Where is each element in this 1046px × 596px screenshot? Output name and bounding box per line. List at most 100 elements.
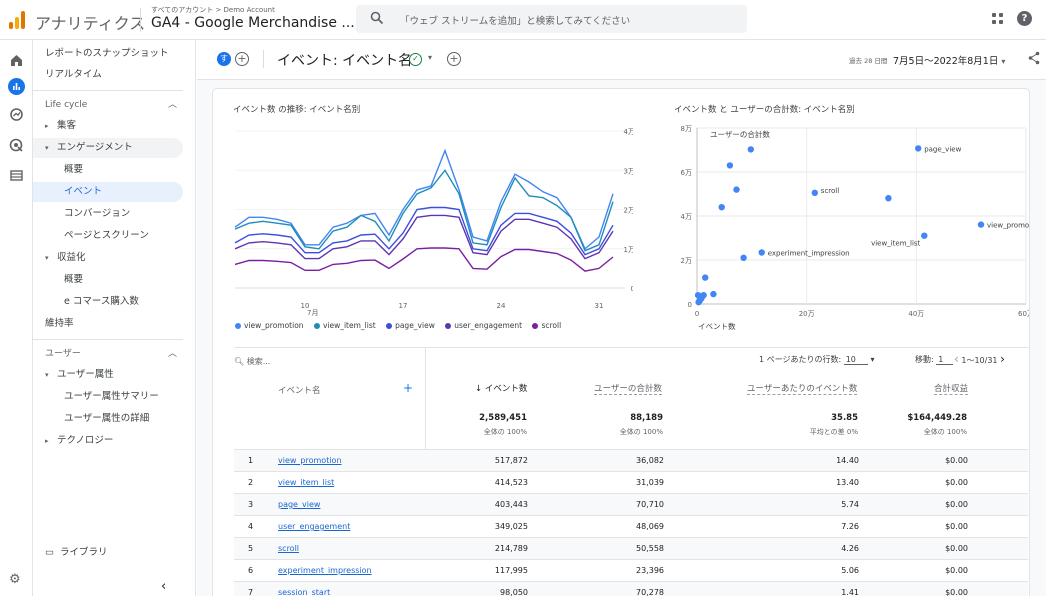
col-header-events-per-user[interactable]: ユーザーあたりのイベント数 <box>747 384 858 395</box>
sidebar-item-monetization[interactable]: ▾ 収益化 <box>33 248 183 268</box>
series-line-view_promotion[interactable] <box>234 148 614 250</box>
table-row[interactable]: 7 session_start 98,050 70,278 1.41 $0.00 <box>234 581 1028 596</box>
event-name-link[interactable]: page_view <box>278 500 321 509</box>
scatter-point[interactable] <box>694 292 702 299</box>
legend-item[interactable]: page_view <box>386 321 435 330</box>
table-row[interactable]: 4 user_engagement 349,025 48,069 7.26 $0.00 <box>234 515 1028 537</box>
sidebar-item-realtime[interactable]: リアルタイム <box>45 69 102 80</box>
table-row[interactable]: 6 experiment_impression 117,995 23,396 5.06 $… <box>234 559 1028 581</box>
cell-total-revenue: $0.00 <box>945 522 968 531</box>
sidebar-item-snapshot[interactable]: レポートのスナップショット <box>45 48 169 59</box>
series-line-page_view[interactable] <box>234 206 614 256</box>
event-name-link[interactable]: scroll <box>278 544 300 553</box>
col-header-total-revenue[interactable]: 合計収益 <box>934 384 969 395</box>
y-tick-label: 3万 <box>624 167 633 175</box>
sidebar-item-engagement[interactable]: ▾ エンゲージメント <box>33 138 183 158</box>
table-row[interactable]: 1 view_promotion 517,872 36,082 14.40 $0.00 <box>234 449 1028 471</box>
sidebar-item-engagement-overview[interactable]: 概要 <box>64 164 84 175</box>
sidebar-item-pages-screens[interactable]: ページとスクリーン <box>64 230 149 241</box>
lifecycle-header[interactable]: Life cycle ︿ <box>33 95 183 115</box>
series-line-user_engagement[interactable] <box>234 214 614 260</box>
x-axis-month-label: 7月 <box>307 309 319 317</box>
sidebar-item-demographics[interactable]: ▾ ユーザー属性 <box>33 365 183 385</box>
add-dimension-icon[interactable]: + <box>403 381 414 395</box>
user-header[interactable]: ユーザー ︿ <box>33 344 183 364</box>
sidebar-item-demographics-summary[interactable]: ユーザー属性サマリー <box>64 391 159 402</box>
goto-input[interactable]: 1 <box>936 355 954 365</box>
rows-per-page-select[interactable]: 10 <box>843 355 868 365</box>
scatter-point[interactable] <box>733 186 740 193</box>
check-circle-icon[interactable]: ✓ <box>409 53 422 66</box>
scatter-point[interactable] <box>921 232 928 239</box>
property-selector[interactable]: GA4 - Google Merchandise ...▼ <box>151 15 368 31</box>
date-range-picker[interactable]: 7月5日～2022年8月1日 ▾ <box>893 53 1005 67</box>
prev-page-icon[interactable]: ‹ <box>954 352 959 366</box>
legend-item[interactable]: view_item_list <box>313 321 376 330</box>
legend-item[interactable]: view_promotion <box>235 321 304 330</box>
total-event-count-sub: 全体の 100% <box>483 428 527 436</box>
add-dimension-button[interactable]: + <box>447 52 461 66</box>
event-name-link[interactable]: view_promotion <box>278 456 342 465</box>
advertising-icon[interactable] <box>8 137 25 154</box>
event-name-link[interactable]: view_item_list <box>278 478 335 487</box>
sidebar-item-demographics-detail[interactable]: ユーザー属性の詳細 <box>64 413 150 424</box>
sidebar-item-monetization-overview[interactable]: 概要 <box>64 274 84 285</box>
scatter-chart[interactable]: view_promoview_item_listpage_viewscrolle… <box>213 89 1029 339</box>
series-line-scroll[interactable] <box>234 247 614 272</box>
table-search[interactable]: 🔍︎ 検索... <box>234 356 270 367</box>
line-chart[interactable]: 4万 3万 2万 1万 0 10 17 24 31 <box>213 89 633 319</box>
analytics-logo[interactable] <box>9 11 25 29</box>
sidebar-item-conversions[interactable]: コンバージョン <box>64 208 131 219</box>
scatter-point[interactable] <box>726 162 734 169</box>
sidebar-item-technology[interactable]: ▸ テクノロジー <box>33 431 183 451</box>
col-header-event-count[interactable]: ↓ イベント数 <box>475 384 528 394</box>
scatter-point[interactable] <box>710 290 717 298</box>
event-name-link[interactable]: experiment_impression <box>278 566 372 575</box>
legend-item[interactable]: user_engagement <box>445 321 522 330</box>
list-icon[interactable] <box>8 167 25 184</box>
scatter-point[interactable] <box>811 189 818 196</box>
caret-down-icon[interactable]: ▾ <box>428 53 433 62</box>
account-breadcrumb[interactable]: すべてのアカウント > Demo Account <box>151 6 275 14</box>
scatter-point[interactable] <box>702 274 709 281</box>
reports-icon[interactable] <box>8 78 25 95</box>
col-header-event-name[interactable]: イベント名 <box>278 386 321 396</box>
event-name-link[interactable]: session_start <box>278 588 331 596</box>
scatter-point[interactable] <box>758 249 765 256</box>
table-row[interactable]: 2 view_item_list 414,523 31,039 13.40 $0.00 <box>234 471 1028 493</box>
search-box[interactable]: 「ウェブ ストリームを追加」と検索してみてください <box>356 5 747 33</box>
scatter-point[interactable] <box>977 221 985 228</box>
add-comparison-button[interactable]: + <box>235 52 249 66</box>
collapse-sidebar-button[interactable]: ‹ <box>161 579 167 594</box>
explore-icon[interactable] <box>8 106 25 123</box>
home-icon[interactable] <box>8 52 25 69</box>
goto-page[interactable]: 移動: 1 <box>915 354 954 365</box>
sidebar-item-ecommerce[interactable]: e コマース購入数 <box>64 296 139 307</box>
rows-per-page[interactable]: 1 ページあたりの行数: 10 ▾ <box>759 355 875 365</box>
col-header-total-users[interactable]: ユーザーの合計数 <box>594 384 662 395</box>
series-line-view_item_list[interactable] <box>234 169 614 252</box>
sidebar-item-acquisition[interactable]: ▸ 集客 <box>33 116 183 136</box>
table-row[interactable]: 5 scroll 214,789 50,558 4.26 $0.00 <box>234 537 1028 559</box>
apps-grid-icon[interactable] <box>992 13 1004 25</box>
share-icon[interactable] <box>1028 51 1040 65</box>
sidebar-item-library[interactable]: ▭ ライブラリ <box>45 544 108 558</box>
divider <box>33 90 183 91</box>
y-tick-label: 4万 <box>681 213 692 221</box>
scatter-point[interactable] <box>718 204 725 211</box>
event-name-link[interactable]: user_engagement <box>278 522 351 531</box>
scatter-point[interactable] <box>740 254 747 261</box>
scatter-point[interactable] <box>695 299 702 306</box>
sidebar-item-events[interactable]: イベント <box>33 182 183 202</box>
table-row[interactable]: 3 page_view 403,443 70,710 5.74 $0.00 <box>234 493 1028 515</box>
help-icon[interactable]: ? <box>1017 11 1032 26</box>
scatter-point[interactable] <box>747 146 754 153</box>
settings-gear-icon[interactable]: ⚙ <box>9 572 21 587</box>
cell-events-per-user: 14.40 <box>836 456 859 465</box>
next-page-icon[interactable]: › <box>1000 352 1005 366</box>
legend-item[interactable]: scroll <box>532 321 561 330</box>
scatter-point[interactable] <box>915 145 922 152</box>
sidebar-item-retention[interactable]: 維持率 <box>45 318 74 329</box>
scatter-point[interactable] <box>885 195 892 202</box>
comparison-icon[interactable]: す <box>217 52 231 66</box>
